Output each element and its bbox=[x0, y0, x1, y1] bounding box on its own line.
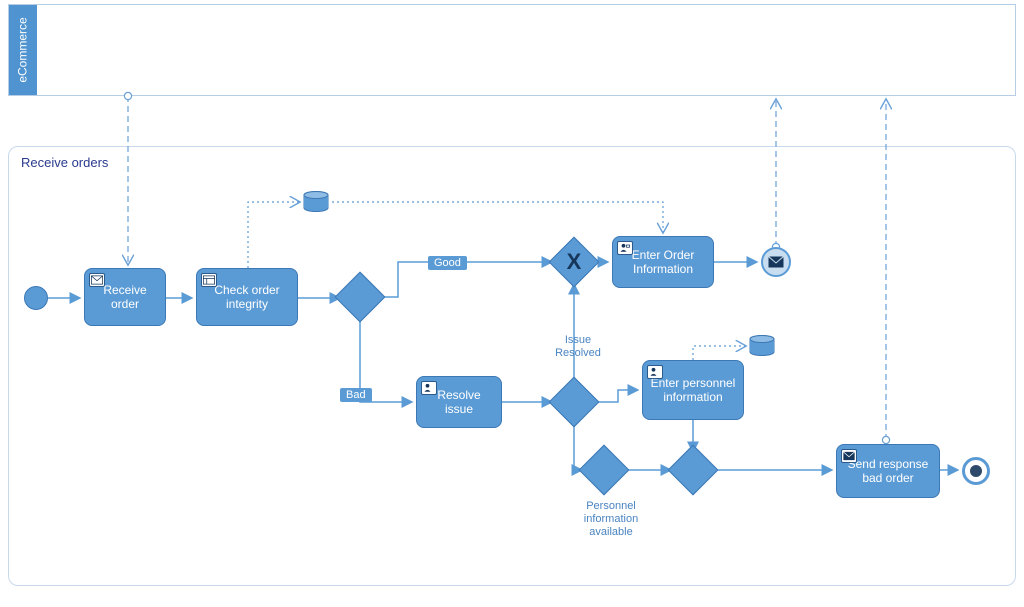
user-icon bbox=[421, 381, 437, 395]
label-personnel-info: Personnel information available bbox=[566, 500, 656, 540]
task-enter-order-info: Enter Order Information bbox=[612, 236, 714, 288]
pool-label-text: eCommerce bbox=[16, 17, 30, 82]
task-label: Enter personnel information bbox=[649, 376, 737, 405]
task-resolve-issue: Resolve issue bbox=[416, 376, 502, 428]
user-icon bbox=[647, 365, 663, 379]
task-receive-order: Receive order bbox=[84, 268, 166, 326]
task-send-bad-order: Send response bad order bbox=[836, 444, 940, 498]
task-check-order: Check order integrity bbox=[196, 268, 298, 326]
form-icon bbox=[201, 273, 217, 287]
pool-label-ecommerce: eCommerce bbox=[9, 5, 37, 95]
lane-title: Receive orders bbox=[21, 155, 108, 170]
task-enter-personnel: Enter personnel information bbox=[642, 360, 744, 420]
gateway-merge-x: X bbox=[556, 244, 592, 280]
datastore-orders bbox=[303, 191, 329, 213]
intermediate-message-event bbox=[761, 247, 791, 277]
start-event bbox=[24, 286, 48, 310]
user-icon bbox=[617, 241, 633, 255]
gateway-merge-2 bbox=[675, 452, 711, 488]
datastore-personnel bbox=[749, 335, 775, 357]
lane-receive-orders: Receive orders bbox=[8, 146, 1016, 586]
x-icon: X bbox=[556, 244, 592, 280]
task-label: Check order integrity bbox=[203, 283, 291, 312]
flow-label-good: Good bbox=[428, 256, 467, 270]
label-issue-resolved: Issue Resolved bbox=[548, 334, 608, 360]
gateway-integrity bbox=[342, 279, 378, 315]
pool-ecommerce: eCommerce bbox=[8, 4, 1016, 96]
flow-label-bad: Bad bbox=[340, 388, 372, 402]
end-event bbox=[962, 457, 990, 485]
envelope-dark-icon bbox=[841, 449, 857, 463]
envelope-icon bbox=[89, 273, 105, 287]
gateway-issue-resolved bbox=[556, 384, 592, 420]
gateway-personnel-info bbox=[586, 452, 622, 488]
